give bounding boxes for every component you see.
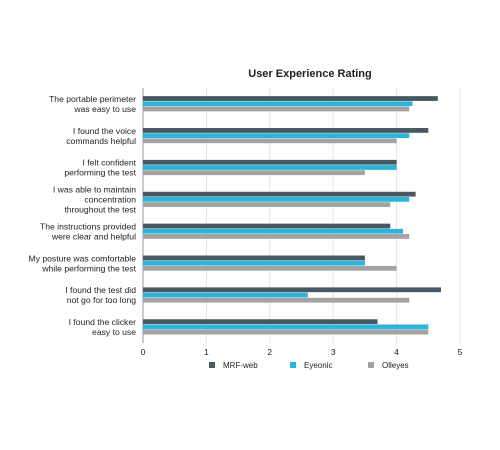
bar-olleyes xyxy=(143,106,410,112)
x-tick-label: 1 xyxy=(204,347,209,357)
category-label: My posture was comfortable while performi… xyxy=(29,253,137,273)
category-label-line: while performing the test xyxy=(41,263,136,273)
category-label-line: performing the test xyxy=(64,168,136,178)
legend: MRF-web Eyeonic Olleyes xyxy=(209,361,409,370)
x-tick-label: 2 xyxy=(267,347,272,357)
gridlines xyxy=(142,88,461,343)
bar-eyeonic xyxy=(143,133,410,139)
bar-eyeonic xyxy=(143,324,429,330)
bar-eyeonic xyxy=(143,196,410,202)
chart-title: User Experience Rating xyxy=(248,68,372,80)
bar-mrf-web xyxy=(143,223,391,229)
category-label: I felt confident performing the test xyxy=(64,158,136,178)
category-label: The instructions provided were clear and … xyxy=(40,221,136,241)
bar-olleyes xyxy=(143,329,429,335)
category-label-line: I found the voice xyxy=(73,126,136,136)
bars xyxy=(143,96,441,335)
bar-olleyes xyxy=(143,234,410,239)
x-axis-ticks: 0 1 2 3 4 5 xyxy=(141,347,463,357)
category-label-line: I found the clicker xyxy=(69,317,136,327)
bar-mrf-web xyxy=(143,159,397,165)
bar-mrf-web xyxy=(143,96,438,101)
category-label-line: was easy to use xyxy=(73,104,136,114)
bar-olleyes xyxy=(143,138,397,144)
bar-mrf-web xyxy=(143,255,365,261)
bar-eyeonic xyxy=(143,228,403,234)
bar-eyeonic xyxy=(143,101,413,107)
category-label: I found the voice commands helpful xyxy=(66,126,136,146)
bar-olleyes xyxy=(143,297,410,303)
bar-eyeonic xyxy=(143,292,308,298)
category-label: I found the test did not go for too long xyxy=(65,285,136,305)
legend-label: Eyeonic xyxy=(304,361,332,370)
category-label-line: I felt confident xyxy=(82,158,136,168)
x-tick-label: 0 xyxy=(141,347,146,357)
category-label-line: concentration xyxy=(84,195,136,205)
bar-olleyes xyxy=(143,265,397,271)
category-label-line: I found the test did xyxy=(65,285,136,295)
x-tick-label: 5 xyxy=(458,347,463,357)
category-label-line: The instructions provided xyxy=(40,221,136,231)
category-labels: The portable perimeter was easy to use I f… xyxy=(29,94,137,337)
category-label: I was able to maintain concentration throu… xyxy=(53,185,137,215)
category-label-line: were clear and helpful xyxy=(51,231,136,241)
category-label-line: easy to use xyxy=(92,327,136,337)
bar-eyeonic xyxy=(143,165,397,170)
legend-label: MRF-web xyxy=(223,361,258,370)
category-label: I found the clicker easy to use xyxy=(69,317,137,337)
legend-swatch xyxy=(209,362,215,368)
legend-swatch xyxy=(368,362,374,368)
category-label-line: My posture was comfortable xyxy=(29,253,137,263)
bar-mrf-web xyxy=(143,128,429,133)
category-label-line: I was able to maintain xyxy=(53,185,136,195)
bar-mrf-web xyxy=(143,287,441,293)
category-label-line: throughout the test xyxy=(64,205,136,215)
category-label-line: commands helpful xyxy=(66,136,136,146)
category-label-line: not go for too long xyxy=(67,295,136,305)
category-label-line: The portable perimeter xyxy=(49,94,136,104)
legend-swatch xyxy=(290,362,296,368)
x-tick-label: 4 xyxy=(394,347,399,357)
bar-olleyes xyxy=(143,170,365,176)
bar-mrf-web xyxy=(143,319,378,325)
bar-mrf-web xyxy=(143,191,416,197)
x-tick-label: 3 xyxy=(331,347,336,357)
category-label: The portable perimeter was easy to use xyxy=(49,94,136,114)
legend-label: Olleyes xyxy=(382,361,409,370)
bar-eyeonic xyxy=(143,260,365,266)
bar-olleyes xyxy=(143,202,391,207)
